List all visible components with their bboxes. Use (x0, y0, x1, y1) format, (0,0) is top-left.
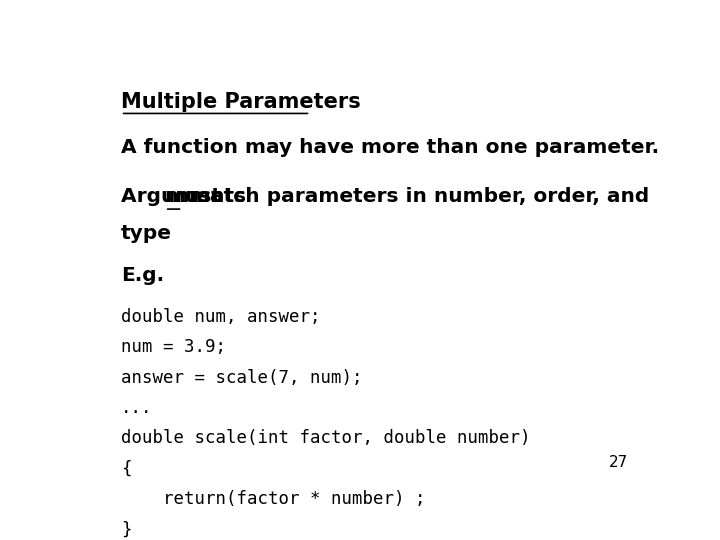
Text: num = 3.9;: num = 3.9; (121, 339, 225, 356)
Text: A function may have more than one parameter.: A function may have more than one parame… (121, 138, 659, 157)
Text: match parameters in number, order, and: match parameters in number, order, and (182, 187, 649, 206)
Text: Multiple Parameters: Multiple Parameters (121, 92, 361, 112)
Text: type: type (121, 224, 171, 242)
Text: Arguments: Arguments (121, 187, 253, 206)
Text: 27: 27 (609, 455, 629, 470)
Text: }: } (121, 521, 131, 538)
Text: ...: ... (121, 399, 152, 417)
Text: double scale(int factor, double number): double scale(int factor, double number) (121, 429, 530, 448)
Text: return(factor * number) ;: return(factor * number) ; (121, 490, 426, 508)
Text: answer = scale(7, num);: answer = scale(7, num); (121, 369, 362, 387)
Text: double num, answer;: double num, answer; (121, 308, 320, 326)
Text: E.g.: E.g. (121, 266, 164, 286)
Text: {: { (121, 460, 131, 478)
Text: must: must (165, 187, 222, 206)
